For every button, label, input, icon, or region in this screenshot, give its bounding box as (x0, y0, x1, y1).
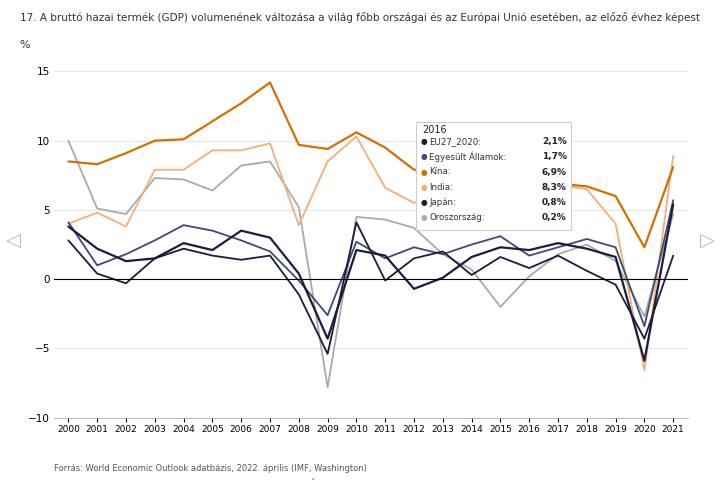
Text: ●: ● (420, 198, 427, 207)
Text: 6,9%: 6,9% (541, 168, 567, 177)
Text: 8,3%: 8,3% (541, 183, 567, 192)
Text: Oroszország:: Oroszország: (429, 213, 485, 222)
Text: 0,8%: 0,8% (542, 198, 567, 207)
Text: Kína:: Kína: (429, 168, 451, 177)
Text: Japán:: Japán: (429, 198, 456, 207)
Text: EU27_2020:: EU27_2020: (429, 137, 481, 146)
Text: ●: ● (420, 152, 427, 161)
Text: 2,1%: 2,1% (541, 137, 567, 146)
Text: 17. A bruttó hazai termék (GDP) volumenének változása a világ főbb országai és a: 17. A bruttó hazai termék (GDP) volumené… (20, 12, 700, 23)
Text: 0,2%: 0,2% (542, 213, 567, 222)
Text: ●: ● (420, 183, 427, 192)
Text: ●: ● (420, 137, 427, 146)
Text: 1,7%: 1,7% (541, 152, 567, 161)
Text: ●: ● (420, 213, 427, 222)
Legend: EU27_2020, Egyesült Államok, Kína, India, Japán, Oroszország: EU27_2020, Egyesült Államok, Kína, India… (168, 475, 573, 480)
Text: 2016: 2016 (422, 125, 446, 135)
Text: ◁: ◁ (6, 230, 20, 250)
Text: ▷: ▷ (700, 230, 714, 250)
Text: Egyesült Államok:: Egyesült Államok: (429, 152, 506, 162)
Text: India:: India: (429, 183, 453, 192)
Text: Forrás: World Economic Outlook adatbázis, 2022. április (IMF, Washington): Forrás: World Economic Outlook adatbázis… (54, 464, 367, 473)
Text: %: % (19, 40, 30, 50)
Text: ●: ● (420, 168, 427, 177)
